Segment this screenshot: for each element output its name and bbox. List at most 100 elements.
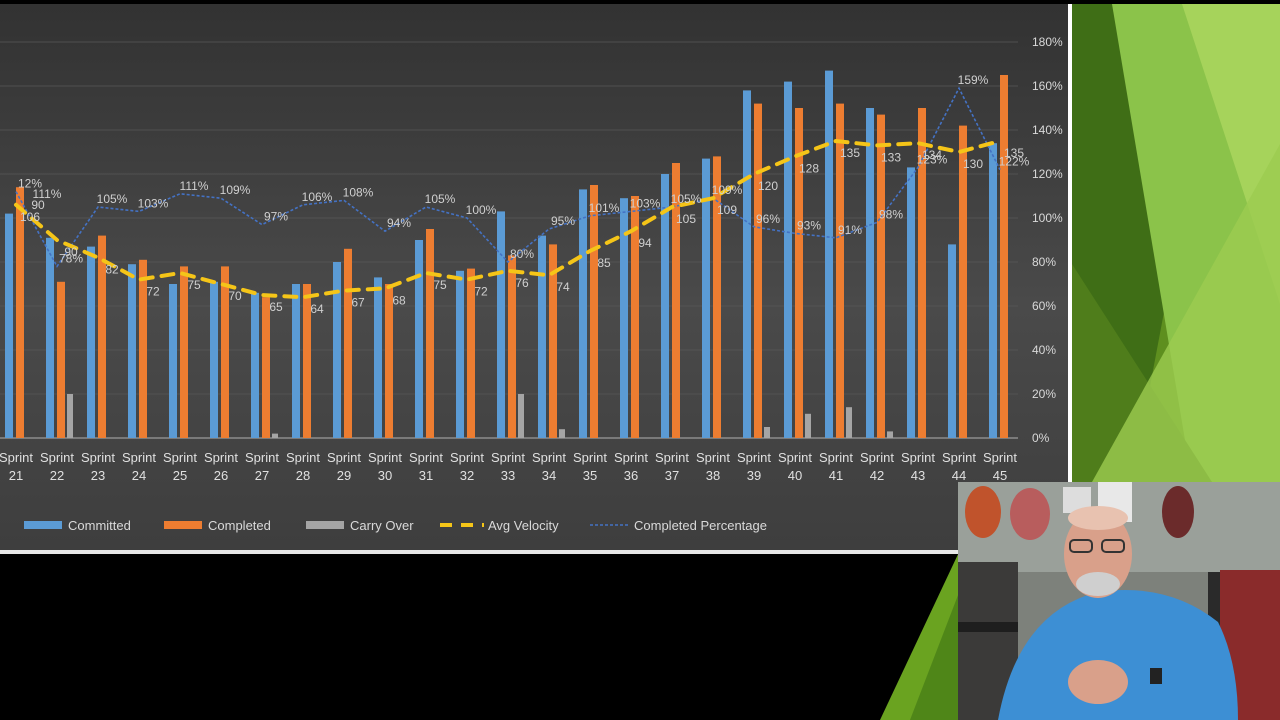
x-tick-label: 37 — [665, 468, 679, 483]
completed-percentage-label: 101% — [589, 201, 620, 215]
completed-percentage-label: 108% — [343, 185, 374, 199]
bar-completed — [590, 185, 598, 438]
x-tick-label: 33 — [501, 468, 515, 483]
y2-tick-label: 40% — [1032, 343, 1056, 357]
bar-committed — [5, 213, 13, 438]
avg-velocity-label: 82 — [105, 263, 119, 277]
bar-committed — [333, 262, 341, 438]
completed-percentage-label: 93% — [797, 218, 821, 232]
x-tick-label: 45 — [993, 468, 1007, 483]
bar-completed — [385, 284, 393, 438]
avg-velocity-label: 64 — [310, 302, 324, 316]
completed-percentage-label: 91% — [838, 223, 862, 237]
completed-percentage-label: 12% — [18, 177, 42, 191]
bar-completed — [549, 244, 557, 438]
avg-velocity-label: 70 — [228, 289, 242, 303]
completed-percentage-label: 111% — [180, 179, 209, 193]
bar-completed — [754, 103, 762, 438]
x-tick-label: Sprint — [491, 450, 525, 465]
x-tick-label: Sprint — [327, 450, 361, 465]
x-tick-label: 43 — [911, 468, 925, 483]
bar-carry-over — [846, 407, 852, 438]
bar-completed — [672, 163, 680, 438]
x-tick-label: Sprint — [819, 450, 853, 465]
bar-committed — [292, 284, 300, 438]
x-tick-label: Sprint — [204, 450, 238, 465]
x-tick-label: Sprint — [81, 450, 115, 465]
x-tick-label: 34 — [542, 468, 556, 483]
x-tick-label: Sprint — [40, 450, 74, 465]
completed-percentage-label: 94% — [387, 216, 411, 230]
completed-percentage-label: 80% — [510, 247, 534, 261]
completed-percentage-label: 103% — [630, 196, 661, 210]
bar-completed — [508, 255, 516, 438]
completed-percentage-label: 123% — [917, 152, 948, 166]
x-tick-label: 41 — [829, 468, 843, 483]
legend-label: Completed Percentage — [634, 518, 767, 533]
bar-committed — [87, 246, 95, 438]
y2-tick-label: 120% — [1032, 167, 1063, 181]
x-tick-label: 36 — [624, 468, 638, 483]
extra-data-label: 111% — [33, 187, 62, 201]
x-tick-label: Sprint — [286, 450, 320, 465]
x-tick-label: Sprint — [901, 450, 935, 465]
x-tick-label: Sprint — [163, 450, 197, 465]
avg-velocity-label: 75 — [187, 278, 201, 292]
legend-swatch — [164, 521, 202, 529]
x-tick-label: 40 — [788, 468, 802, 483]
x-tick-label: Sprint — [450, 450, 484, 465]
completed-percentage-label: 106% — [302, 190, 333, 204]
legend-label: Avg Velocity — [488, 518, 559, 533]
y2-tick-label: 60% — [1032, 299, 1056, 313]
bar-completed — [1000, 75, 1008, 438]
x-tick-label: 26 — [214, 468, 228, 483]
x-tick-label: Sprint — [614, 450, 648, 465]
avg-velocity-label: 76 — [515, 276, 529, 290]
bar-carry-over — [559, 429, 565, 438]
presenter-webcam — [958, 482, 1280, 720]
completed-percentage-label: 105% — [97, 192, 128, 206]
bar-completed — [836, 103, 844, 438]
bar-committed — [743, 90, 751, 439]
x-tick-label: Sprint — [532, 450, 566, 465]
y2-tick-label: 140% — [1032, 123, 1063, 137]
presenter-video-frame — [958, 482, 1280, 720]
bar-carry-over — [272, 433, 278, 438]
x-tick-label: Sprint — [942, 450, 976, 465]
bar-committed — [46, 237, 54, 438]
avg-velocity-line — [14, 138, 1002, 300]
x-tick-label: Sprint — [368, 450, 402, 465]
bar-completed — [344, 248, 352, 438]
avg-velocity-label: 133 — [881, 150, 901, 164]
avg-velocity-label: 72 — [474, 285, 488, 299]
bar-completed — [180, 266, 188, 438]
slide-bottom-border — [0, 550, 958, 554]
bar-completed — [877, 114, 885, 438]
bar-committed — [948, 244, 956, 438]
completed-percentage-label: 105% — [425, 192, 456, 206]
avg-velocity-label: 67 — [351, 296, 365, 310]
bar-completed — [303, 284, 311, 438]
bar-carry-over — [764, 427, 770, 438]
legend-label: Committed — [68, 518, 131, 533]
x-tick-label: 39 — [747, 468, 761, 483]
y2-tick-label: 20% — [1032, 387, 1056, 401]
y2-tick-label: 180% — [1032, 35, 1063, 49]
avg-velocity-label: 128 — [799, 161, 819, 175]
x-tick-label: Sprint — [122, 450, 156, 465]
bar-completed — [139, 259, 147, 438]
x-tick-label: Sprint — [737, 450, 771, 465]
bar-completed — [795, 108, 803, 438]
completed-percentage-label: 98% — [879, 207, 903, 221]
avg-velocity-label: 74 — [556, 280, 570, 294]
bar-committed — [702, 158, 710, 438]
x-tick-label: Sprint — [0, 450, 33, 465]
x-tick-label: Sprint — [573, 450, 607, 465]
x-tick-label: Sprint — [860, 450, 894, 465]
bar-completed — [467, 268, 475, 438]
bar-completed — [221, 266, 229, 438]
completed-percentage-label: 100% — [466, 203, 497, 217]
y2-tick-label: 100% — [1032, 211, 1063, 225]
x-tick-label: 24 — [132, 468, 146, 483]
completed-percentage-label: 95% — [551, 214, 575, 228]
